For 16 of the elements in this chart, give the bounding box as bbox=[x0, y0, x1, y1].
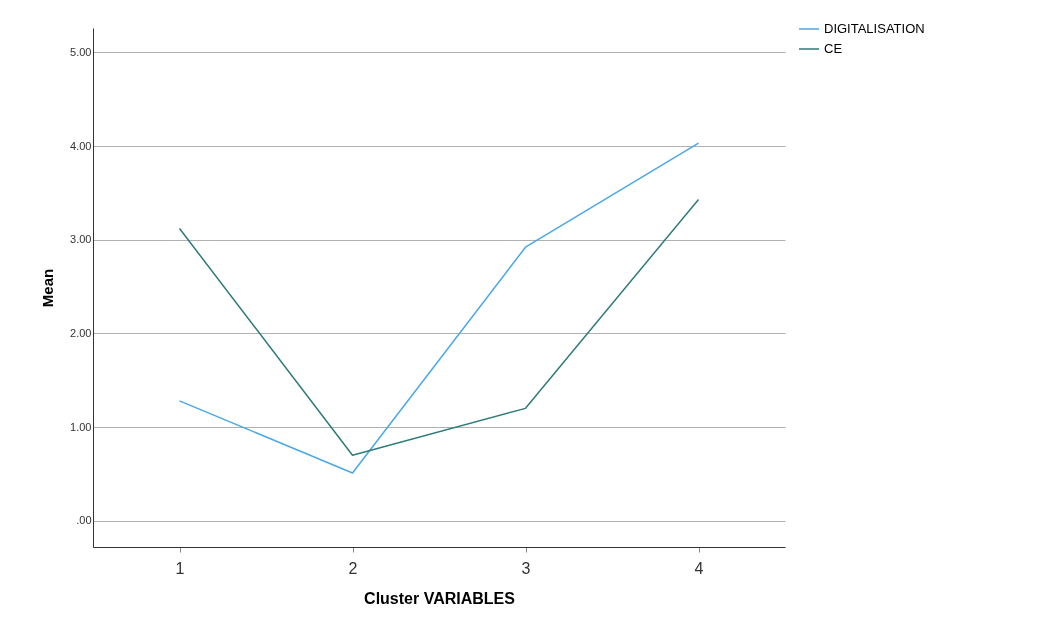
y-tick-label: .00 bbox=[76, 514, 92, 527]
x-tick-label: 4 bbox=[694, 559, 704, 577]
y-tick-label: 5.00 bbox=[70, 45, 92, 58]
y-axis-title: Mean bbox=[39, 268, 57, 308]
x-tick-label: 1 bbox=[175, 559, 185, 577]
y-tick-label: 4.00 bbox=[70, 139, 92, 152]
y-tick-label: 3.00 bbox=[70, 233, 92, 246]
legend-label: CE bbox=[824, 41, 843, 56]
legend-label: DIGITALISATION bbox=[824, 21, 925, 36]
line-series bbox=[178, 142, 700, 474]
y-tick-label: 1.00 bbox=[70, 420, 92, 433]
line-series bbox=[178, 198, 700, 456]
x-tick-label: 3 bbox=[521, 559, 531, 577]
x-tick-label: 2 bbox=[348, 559, 358, 577]
x-axis-title: Cluster VARIABLES bbox=[364, 589, 516, 607]
y-tick-label: 2.00 bbox=[70, 326, 92, 339]
